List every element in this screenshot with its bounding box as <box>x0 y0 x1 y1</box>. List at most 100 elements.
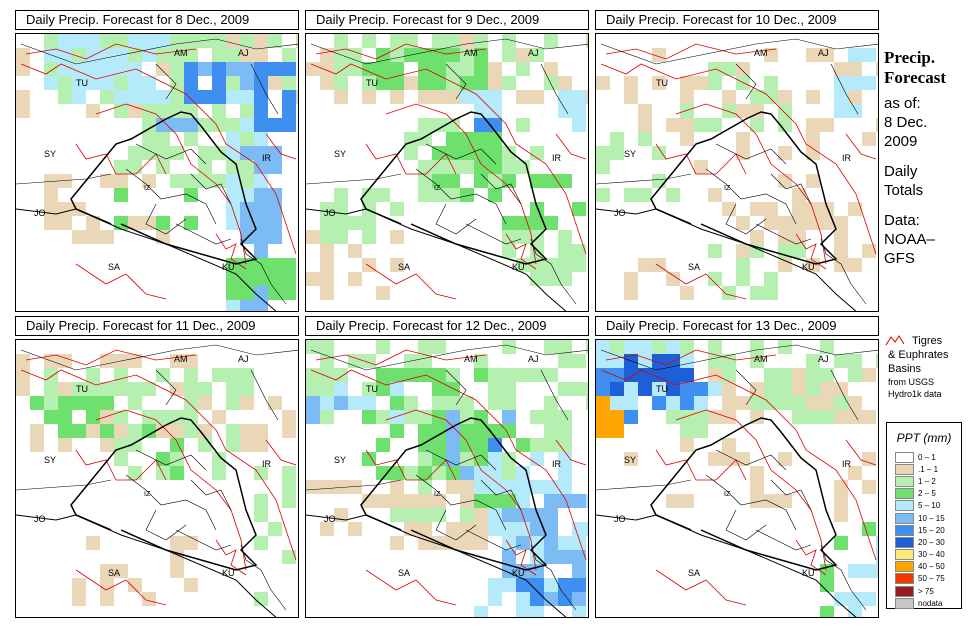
precip-cell <box>750 340 764 354</box>
precip-cell <box>516 230 530 244</box>
precip-cell <box>390 34 404 48</box>
precip-cell <box>806 90 820 104</box>
precip-cell <box>474 160 488 174</box>
border-line <box>480 479 522 511</box>
precip-cell <box>58 90 72 104</box>
precip-cell <box>446 438 460 452</box>
precip-cell <box>750 382 764 396</box>
map-panel-5: Daily Precip. Forecast for 12 Dec., 2009… <box>305 316 589 618</box>
precip-cell <box>170 536 184 550</box>
precip-cell <box>432 438 446 452</box>
precip-cell <box>418 90 432 104</box>
daily-2: Totals <box>884 182 924 199</box>
precip-cell <box>268 76 282 90</box>
border-line <box>600 38 878 65</box>
precip-cell <box>848 202 862 216</box>
precip-cell <box>16 90 30 104</box>
precip-cell <box>86 410 100 424</box>
precip-cell <box>474 90 488 104</box>
place-label: JO <box>324 208 336 218</box>
precip-cell <box>502 230 516 244</box>
precip-cell <box>376 368 390 382</box>
daily-1: Daily <box>884 163 918 180</box>
precip-cell <box>184 536 198 550</box>
precip-cell <box>708 272 722 286</box>
precip-cell <box>72 48 86 62</box>
precip-cell <box>516 118 530 132</box>
border-line <box>310 38 588 65</box>
precip-cell <box>792 230 806 244</box>
precip-cell <box>282 76 296 90</box>
precip-cell <box>502 452 516 466</box>
precip-cell <box>390 536 404 550</box>
precip-cell <box>100 230 114 244</box>
basin-outline <box>365 263 457 300</box>
precip-cell <box>362 396 376 410</box>
precip-cell <box>516 90 530 104</box>
precip-cell <box>156 452 170 466</box>
precip-cell <box>516 606 530 617</box>
precip-cell <box>404 146 418 160</box>
precip-cell <box>142 118 156 132</box>
precip-cell <box>254 188 268 202</box>
place-label: KU <box>802 568 815 578</box>
precip-cell <box>432 34 446 48</box>
side-info: Precip. Forecast as of: 8 Dec. 2009 Dail… <box>884 48 946 268</box>
precip-cell <box>240 216 254 230</box>
precip-cell <box>268 396 282 410</box>
precip-cell <box>848 258 862 272</box>
precip-cell <box>390 258 404 272</box>
precip-cell <box>432 146 446 160</box>
precip-cell <box>834 216 848 230</box>
place-label: TU <box>656 78 668 88</box>
precip-cell <box>254 118 268 132</box>
precip-cell <box>376 494 390 508</box>
precip-cell <box>834 354 848 368</box>
precip-cell <box>502 550 516 564</box>
precip-cell <box>474 132 488 146</box>
precip-cell <box>862 452 876 466</box>
precip-cell <box>268 202 282 216</box>
precip-cell <box>376 286 390 300</box>
precip-cell <box>596 424 610 438</box>
panel-title: Daily Precip. Forecast for 10 Dec., 2009 <box>595 10 879 30</box>
border-line <box>360 417 548 571</box>
legend-item: 50 – 75 <box>887 573 961 585</box>
precip-cell <box>446 62 460 76</box>
precip-cell <box>128 466 142 480</box>
precip-cell <box>432 410 446 424</box>
precip-cell <box>240 174 254 188</box>
precip-cell <box>558 494 572 508</box>
precip-cell <box>348 396 362 410</box>
precip-cell <box>446 188 460 202</box>
precip-cell <box>114 76 128 90</box>
border-line <box>755 529 812 551</box>
place-label: SA <box>398 262 410 272</box>
precip-cell <box>390 368 404 382</box>
precip-cell <box>572 258 586 272</box>
border-line <box>16 479 112 491</box>
precip-cell <box>156 146 170 160</box>
precip-cell <box>306 340 320 354</box>
precip-cell <box>114 104 128 118</box>
precip-cell <box>432 368 446 382</box>
map-canvas: AM AJ TU SY IR JO SA KU IZ <box>596 38 878 311</box>
precip-cell <box>736 62 750 76</box>
precip-cell <box>610 410 624 424</box>
precip-cell <box>100 354 114 368</box>
precip-cell <box>806 410 820 424</box>
legend-label: .1 – 1 <box>918 464 939 474</box>
precip-cell <box>320 76 334 90</box>
precip-cell <box>502 410 516 424</box>
precip-cell <box>834 592 848 606</box>
precip-cell <box>792 188 806 202</box>
precip-cell <box>736 76 750 90</box>
precip-cell <box>694 396 708 410</box>
precip-cell <box>596 410 610 424</box>
precip-cell <box>142 424 156 438</box>
precip-cell <box>474 34 488 48</box>
precip-cell <box>240 76 254 90</box>
precip-cell <box>282 410 296 424</box>
precip-cell <box>446 90 460 104</box>
legend-swatch <box>895 549 914 561</box>
